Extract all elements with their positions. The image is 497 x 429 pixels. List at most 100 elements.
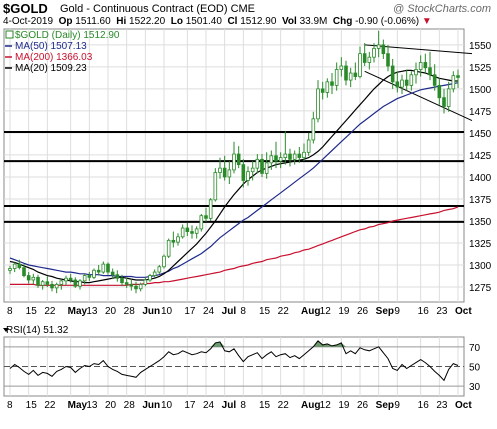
candle-body — [442, 97, 446, 107]
candlestick — [148, 273, 152, 282]
open-label: Op — [58, 16, 73, 27]
candle-body — [362, 53, 367, 63]
candle-body — [208, 199, 213, 219]
candlestick — [311, 111, 316, 144]
candlestick — [106, 262, 110, 275]
candle-body — [400, 79, 404, 88]
candle-body — [353, 72, 358, 77]
rsi-x-tick-label: 15 — [259, 400, 271, 411]
candle-body — [409, 74, 414, 86]
candle-body — [423, 62, 428, 69]
candlestick — [152, 269, 157, 278]
rsi-x-tick-label: 22 — [278, 400, 290, 411]
legend-entry: $GOLD (Daily) 1512.90 — [15, 30, 120, 41]
candlestick — [250, 161, 255, 181]
low-value: 1501.40 — [185, 16, 222, 27]
rsi-x-tick-label: Sep — [376, 400, 394, 411]
candle-body — [227, 169, 232, 178]
candle-body — [17, 263, 22, 269]
candle-body — [344, 65, 348, 81]
rsi-x-tick-label: 16 — [418, 400, 430, 411]
price-x-tick-label: 23 — [436, 306, 448, 317]
candlestick — [17, 259, 22, 270]
candlestick — [22, 264, 26, 278]
candlestick — [208, 198, 213, 221]
rsi-title: RSI(14) 51.32 — [6, 325, 69, 336]
candle-body — [8, 268, 12, 271]
candle-body — [437, 84, 442, 99]
candle-body — [92, 269, 96, 278]
rsi-axis-tick-label: 70 — [469, 343, 481, 354]
candlestick — [101, 261, 106, 274]
candle-body — [96, 269, 101, 273]
rsi-x-tick-label: 26 — [357, 400, 369, 411]
rsi-x-tick-label: 24 — [203, 400, 215, 411]
candle-body — [59, 280, 64, 285]
legend-entry: MA(50) 1507.13 — [15, 41, 87, 52]
candle-body — [311, 118, 316, 141]
candle-body — [157, 266, 162, 273]
candle-body — [64, 277, 68, 282]
high-label: Hi — [116, 16, 127, 27]
price-x-tick-label: Jun — [142, 306, 160, 317]
candlestick — [134, 281, 138, 294]
candlestick — [348, 67, 353, 88]
candlestick — [185, 222, 190, 236]
candle-body — [180, 227, 185, 238]
rsi-x-tick-label: Aug — [301, 400, 320, 411]
candlestick — [246, 166, 250, 186]
candle-body — [204, 215, 208, 219]
rsi-x-tick-label: 10 — [161, 400, 173, 411]
rsi-x-tick-label: 19 — [338, 400, 350, 411]
rsi-x-tick-label: Oct — [455, 400, 472, 411]
candlestick — [176, 233, 180, 246]
price-x-tick-label: 22 — [278, 306, 290, 317]
chart-description: Gold - Continuous Contract (EOD) CME — [60, 3, 256, 15]
candle-body — [87, 275, 92, 278]
quote-row: 4-Oct-2019 Op 1511.60 Hi 1522.20 Lo 1501… — [3, 16, 432, 27]
candle-body — [260, 158, 264, 174]
candle-body — [432, 74, 437, 86]
candlestick — [288, 148, 292, 167]
candlestick — [376, 30, 381, 58]
close-value: 1512.90 — [240, 16, 277, 27]
price-axis-tick-label: 1350 — [469, 217, 492, 228]
open-value: 1511.60 — [75, 16, 111, 27]
candle-body — [82, 275, 87, 282]
candle-body — [451, 75, 456, 90]
candlestick — [353, 62, 358, 81]
candle-body — [236, 153, 241, 166]
candlestick — [278, 152, 283, 169]
candle-body — [120, 277, 124, 284]
candlestick — [255, 154, 260, 174]
candlestick — [297, 147, 302, 163]
price-axis-tick-label: 1425 — [469, 151, 492, 162]
price-x-tick-label: 10 — [161, 306, 173, 317]
candle-body — [68, 277, 73, 281]
price-x-tick-label: 9 — [394, 306, 400, 317]
candle-body — [12, 263, 17, 269]
candlestick — [64, 275, 68, 286]
candlestick — [129, 279, 134, 291]
candlestick — [204, 207, 208, 222]
candle-body — [339, 65, 344, 70]
candlestick — [320, 81, 325, 100]
candlestick — [54, 282, 59, 294]
volume-value: 33.9M — [299, 16, 328, 27]
candle-body — [367, 56, 372, 63]
candlestick — [96, 265, 101, 276]
candlestick — [274, 141, 278, 169]
candle-body — [50, 283, 54, 289]
candlestick — [381, 39, 386, 59]
candlestick — [218, 157, 222, 179]
candlestick — [82, 273, 87, 285]
candle-body — [358, 53, 362, 77]
candlestick — [73, 277, 78, 288]
candle-body — [297, 153, 302, 158]
price-axis-tick-label: 1400 — [469, 173, 492, 184]
candle-body — [288, 153, 292, 160]
candle-body — [334, 69, 339, 86]
candle-body — [148, 275, 152, 281]
rsi-axis-tick-label: 50 — [469, 363, 481, 374]
